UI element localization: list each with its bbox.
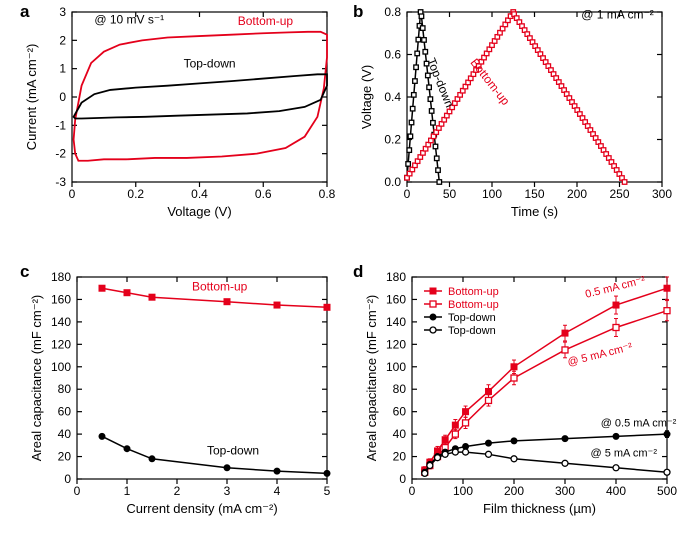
figure-root: { "panel_labels": { "a": "a", "b": "b", … (0, 0, 685, 537)
panel-c: c 0 1 2 3 4 5 0 20 40 60 80 100 120 140 160 180 Current … (0, 262, 345, 530)
svg-text:80: 80 (58, 382, 72, 396)
chart-c: 0 1 2 3 4 5 0 20 40 60 80 100 120 140 160 180 Current de… (0, 262, 345, 530)
svg-text:40: 40 (393, 427, 407, 441)
svg-text:0.0: 0.0 (384, 175, 401, 189)
svg-text:0.2: 0.2 (127, 187, 144, 201)
svg-text:300: 300 (652, 187, 672, 201)
svg-text:150: 150 (524, 187, 544, 201)
svg-text:160: 160 (51, 292, 71, 306)
svg-text:0: 0 (69, 187, 76, 201)
svg-text:0: 0 (409, 484, 416, 498)
svg-text:Time (s): Time (s) (511, 204, 558, 219)
svg-text:Areal capacitance (mF cm⁻²): Areal capacitance (mF cm⁻²) (364, 295, 379, 462)
svg-text:3: 3 (224, 484, 231, 498)
chart-d: 0 100 200 300 400 500 0 20 40 60 80 100 120 140 160 180… (345, 262, 685, 530)
svg-text:80: 80 (393, 382, 407, 396)
svg-text:100: 100 (386, 360, 406, 374)
svg-text:Top-down: Top-down (184, 56, 236, 70)
svg-text:160: 160 (386, 292, 406, 306)
svg-text:140: 140 (51, 315, 71, 329)
svg-text:180: 180 (386, 270, 406, 284)
svg-text:300: 300 (555, 484, 575, 498)
panel-b: b 0 50 100 150 200 250 300 0.0 0.2 0.4 0.6 0.8 Time … (345, 0, 685, 232)
svg-text:250: 250 (609, 187, 629, 201)
svg-text:200: 200 (567, 187, 587, 201)
svg-text:0: 0 (64, 472, 71, 486)
svg-text:-2: -2 (55, 147, 66, 161)
panel-b-label: b (353, 2, 363, 22)
svg-text:Bottom-up: Bottom-up (448, 299, 499, 311)
svg-text:1: 1 (124, 484, 131, 498)
svg-text:@ 10 mV s⁻¹: @ 10 mV s⁻¹ (94, 12, 164, 26)
svg-text:100: 100 (453, 484, 473, 498)
svg-text:50: 50 (443, 187, 457, 201)
svg-text:0.8: 0.8 (319, 187, 336, 201)
svg-text:140: 140 (386, 315, 406, 329)
svg-text:Current (mA cm⁻²): Current (mA cm⁻²) (24, 44, 39, 151)
svg-text:Bottom-up: Bottom-up (467, 56, 512, 109)
svg-text:60: 60 (393, 405, 407, 419)
svg-text:0.2: 0.2 (384, 133, 401, 147)
svg-text:4: 4 (274, 484, 281, 498)
svg-text:40: 40 (58, 427, 72, 441)
panel-a: a 0 0.2 0.4 0.6 0.8 -3 -2 -1 0 1 2 3 Voltage (V) Curr… (0, 0, 345, 232)
svg-text:@ 1 mA cm⁻²: @ 1 mA cm⁻² (581, 7, 654, 21)
svg-text:120: 120 (51, 337, 71, 351)
svg-text:0: 0 (404, 187, 411, 201)
svg-text:0.6: 0.6 (255, 187, 272, 201)
svg-text:0.4: 0.4 (191, 187, 208, 201)
svg-text:60: 60 (58, 405, 72, 419)
chart-a: 0 0.2 0.4 0.6 0.8 -3 -2 -1 0 1 2 3 Voltage (V) Curren… (0, 0, 345, 232)
svg-text:Voltage (V): Voltage (V) (167, 204, 231, 219)
svg-text:2: 2 (59, 33, 66, 47)
svg-text:Voltage (V): Voltage (V) (359, 65, 374, 129)
svg-text:Bottom-up: Bottom-up (238, 14, 294, 28)
svg-text:@ 5 mA cm⁻²: @ 5 mA cm⁻² (591, 448, 658, 460)
svg-text:-3: -3 (55, 175, 66, 189)
svg-text:1: 1 (59, 62, 66, 76)
svg-text:0.4: 0.4 (384, 90, 401, 104)
svg-text:-1: -1 (55, 118, 66, 132)
svg-text:Top-down: Top-down (448, 312, 496, 324)
svg-text:Bottom-up: Bottom-up (448, 286, 499, 298)
svg-text:0: 0 (59, 90, 66, 104)
svg-text:100: 100 (482, 187, 502, 201)
panel-d: d 0 100 200 300 400 500 0 20 40 60 80 100 120 140 160 1… (345, 262, 685, 530)
svg-text:2: 2 (174, 484, 181, 498)
svg-text:5: 5 (324, 484, 331, 498)
svg-text:Bottom-up: Bottom-up (192, 279, 248, 293)
svg-text:3: 3 (59, 5, 66, 19)
svg-text:0.6: 0.6 (384, 48, 401, 62)
svg-text:400: 400 (606, 484, 626, 498)
panel-a-label: a (20, 2, 29, 22)
svg-text:200: 200 (504, 484, 524, 498)
svg-text:0: 0 (74, 484, 81, 498)
svg-text:0: 0 (399, 472, 406, 486)
panel-d-label: d (353, 262, 363, 282)
svg-text:0.8: 0.8 (384, 5, 401, 19)
svg-text:100: 100 (51, 360, 71, 374)
svg-text:Current density (mA cm⁻²): Current density (mA cm⁻²) (126, 501, 277, 516)
svg-text:120: 120 (386, 337, 406, 351)
svg-text:Film thickness (µm): Film thickness (µm) (483, 501, 596, 516)
chart-b: 0 50 100 150 200 250 300 0.0 0.2 0.4 0.6 0.8 Time (s… (345, 0, 685, 232)
svg-text:180: 180 (51, 270, 71, 284)
svg-text:Areal capacitance (mF cm⁻²): Areal capacitance (mF cm⁻²) (29, 295, 44, 462)
svg-text:20: 20 (393, 450, 407, 464)
svg-text:Top-down: Top-down (448, 325, 496, 337)
svg-text:500: 500 (657, 484, 677, 498)
svg-text:@ 0.5 mA cm⁻²: @ 0.5 mA cm⁻² (601, 417, 677, 429)
svg-text:20: 20 (58, 450, 72, 464)
svg-text:Top-down: Top-down (207, 443, 259, 457)
panel-c-label: c (20, 262, 29, 282)
